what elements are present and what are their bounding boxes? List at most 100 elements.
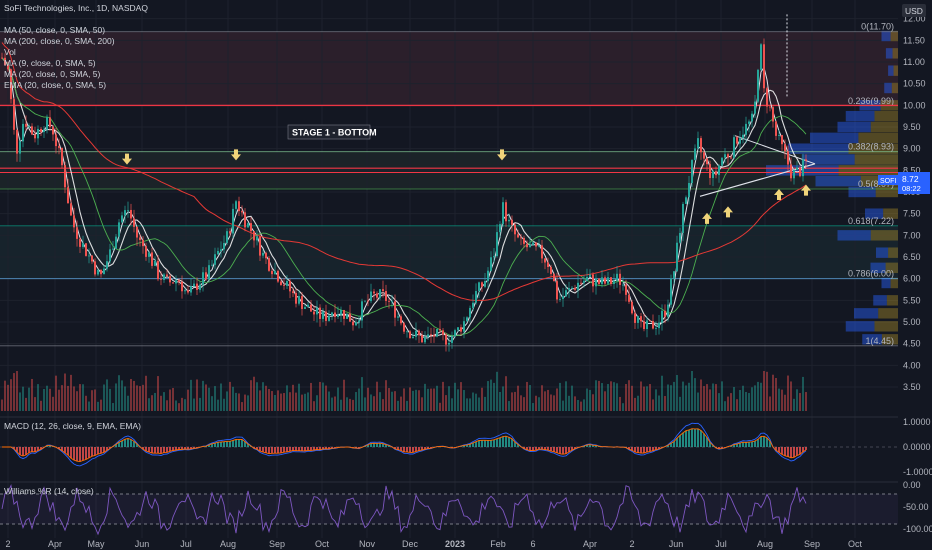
volume-bar-668 xyxy=(667,384,669,411)
volume-bar-197 xyxy=(196,379,198,411)
volume-bar-179 xyxy=(178,403,180,411)
macd-hist-39 xyxy=(118,442,120,447)
volume-bar-566 xyxy=(565,381,567,411)
volume-bar-554 xyxy=(553,395,555,411)
x-tick-3: Jun xyxy=(135,539,150,549)
volume-bar-758 xyxy=(757,381,759,411)
macd-panel[interactable] xyxy=(0,416,898,467)
price-tag-value: 8.72 xyxy=(902,174,919,184)
fib-label-2: 0.382(8.93) xyxy=(848,142,894,152)
candle-body-422 xyxy=(421,335,423,343)
macd-hist-32 xyxy=(97,447,99,455)
stage-annotation-box xyxy=(287,124,371,140)
macd-hist-124 xyxy=(373,443,375,447)
candle-body-707 xyxy=(706,158,708,165)
candle-body-629 xyxy=(628,294,630,302)
volume-bar-350 xyxy=(349,398,351,411)
volume-bar-434 xyxy=(433,388,435,411)
volume-bar-629 xyxy=(628,380,630,411)
volume-bar-11 xyxy=(10,379,12,411)
candle-body-176 xyxy=(175,280,177,284)
volume-bar-686 xyxy=(685,385,687,411)
price-tick-12: 6.00 xyxy=(903,274,921,284)
profile-up-14 xyxy=(837,230,871,241)
candle-body-668 xyxy=(667,304,669,317)
macd-hist-261 xyxy=(784,447,786,456)
candle-body-278 xyxy=(277,270,279,282)
macd-hist-266 xyxy=(799,447,801,455)
macd-hist-163 xyxy=(490,440,492,447)
candle-body-398 xyxy=(397,316,399,318)
volume-bar-740 xyxy=(739,389,741,411)
macd-tick-0: 1.0000 xyxy=(903,417,931,427)
macd-hist-237 xyxy=(712,445,714,447)
volume-bar-161 xyxy=(160,395,162,411)
price-badge-symbol: SOFI xyxy=(880,178,896,185)
candle-body-536 xyxy=(535,242,537,247)
candle-body-20 xyxy=(19,141,21,154)
candle-body-368 xyxy=(367,300,369,302)
candle-body-359 xyxy=(358,320,360,323)
volume-bar-200 xyxy=(199,397,201,411)
candle-body-551 xyxy=(550,267,552,275)
candle-body-752 xyxy=(751,113,753,122)
candle-body-182 xyxy=(181,281,183,292)
macd-hist-53 xyxy=(160,447,162,454)
volume-bar-428 xyxy=(427,388,429,411)
x-tick-16: Jul xyxy=(715,539,727,549)
volume-bar-785 xyxy=(784,394,786,411)
volume-bar-791 xyxy=(790,381,792,411)
candle-body-80 xyxy=(79,238,81,247)
time-axis[interactable]: 2 Apr May Jun Jul Aug Sep Oct Nov Dec 2023 Feb 6 Apr 2… xyxy=(5,539,862,549)
currency-badge[interactable] xyxy=(902,4,926,17)
volume-bar-473 xyxy=(472,392,474,411)
candle-body-512 xyxy=(511,219,513,225)
macd-hist-82 xyxy=(247,444,249,447)
volume-bar-278 xyxy=(277,390,279,411)
williams-r-panel[interactable] xyxy=(0,481,898,536)
macd-hist-101 xyxy=(304,447,306,451)
volume-bar-653 xyxy=(652,399,654,411)
candle-body-245 xyxy=(244,212,246,228)
candle-body-158 xyxy=(157,260,159,280)
macd-hist-111 xyxy=(334,447,336,449)
x-tick-13: Apr xyxy=(583,539,597,549)
macd-hist-104 xyxy=(313,447,315,451)
candle-body-764 xyxy=(763,44,765,89)
volume-bar-281 xyxy=(280,393,282,411)
volume-bar-323 xyxy=(322,382,324,411)
volume-bar-164 xyxy=(163,392,165,411)
price-axis[interactable]: 12.0011.5011.0010.5010.009.509.008.508.0… xyxy=(898,0,932,550)
candle-body-233 xyxy=(232,208,234,234)
volume-bar-806 xyxy=(805,392,807,411)
candle-body-590 xyxy=(589,274,591,277)
volume-bar-404 xyxy=(403,388,405,411)
volume-bar-242 xyxy=(241,402,243,411)
profile-down-5 xyxy=(874,110,898,122)
macd-hist-93 xyxy=(280,447,282,453)
volume-bar-752 xyxy=(751,387,753,411)
macd-hist-182 xyxy=(547,447,549,451)
volume-bar-509 xyxy=(508,401,510,411)
candle-body-83 xyxy=(82,243,84,247)
candle-body-458 xyxy=(457,327,459,331)
price-panel[interactable] xyxy=(0,0,898,538)
profile-up-11 xyxy=(815,175,861,187)
macd-hist-132 xyxy=(397,447,399,450)
volume-bar-299 xyxy=(298,383,300,411)
candle-body-656 xyxy=(655,328,657,329)
candle-body-806 xyxy=(805,159,807,161)
candle-body-584 xyxy=(583,280,585,283)
macd-hist-254 xyxy=(763,436,765,447)
macd-hist-74 xyxy=(223,441,225,447)
profile-up-6 xyxy=(837,121,871,133)
candle-body-803 xyxy=(802,159,804,177)
volume-bar-263 xyxy=(262,382,264,411)
volume-bar-773 xyxy=(772,374,774,411)
macd-hist-224 xyxy=(673,441,675,447)
volume-bar-572 xyxy=(571,385,573,411)
volume-bar-374 xyxy=(373,396,375,411)
candle-body-323 xyxy=(322,311,324,319)
volume-bar-395 xyxy=(394,391,396,411)
